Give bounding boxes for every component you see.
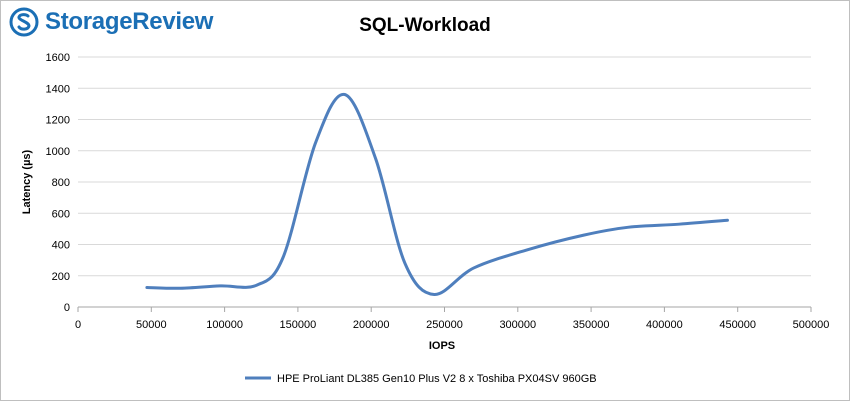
brand-logo: StorageReview xyxy=(9,7,213,37)
brand-name: StorageReview xyxy=(45,8,214,35)
x-tick-labels: 0 50000 100000 150000 200000 250000 300000 3500… xyxy=(75,319,829,331)
y-tick-label: 1600 xyxy=(46,52,70,64)
series-lines xyxy=(145,92,729,296)
chart-title: SQL-Workload xyxy=(359,15,491,36)
x-axis-label: IOPS xyxy=(429,340,455,352)
x-tick-label: 400000 xyxy=(646,319,683,331)
y-tick-label: 1400 xyxy=(46,83,70,95)
x-tick-label: 150000 xyxy=(280,319,317,331)
x-tick-label: 350000 xyxy=(573,319,610,331)
y-tick-label: 800 xyxy=(52,177,70,189)
gridlines xyxy=(78,56,811,277)
x-tick-label: 250000 xyxy=(426,319,463,331)
y-tick-label: 1200 xyxy=(46,115,70,127)
x-tick-label: 50000 xyxy=(136,319,167,331)
y-tick-label: 600 xyxy=(52,208,70,220)
x-tick-label: 0 xyxy=(75,319,81,331)
y-axis-label: Latency (µs) xyxy=(21,149,33,214)
axes xyxy=(77,306,812,312)
x-tick-label: 500000 xyxy=(793,319,830,331)
x-tick-label: 450000 xyxy=(719,319,756,331)
x-tick-label: 200000 xyxy=(353,319,390,331)
y-tick-label: 200 xyxy=(52,271,70,283)
legend: HPE ProLiant DL385 Gen10 Plus V2 8 x Tos… xyxy=(245,373,597,385)
y-tick-labels: 0 200 400 600 800 1000 1200 1400 1600 xyxy=(46,52,70,314)
x-tick-label: 300000 xyxy=(499,319,536,331)
storagereview-logo-icon xyxy=(9,7,39,37)
y-tick-label: 0 xyxy=(64,302,70,314)
series-line xyxy=(145,92,729,296)
legend-label: HPE ProLiant DL385 Gen10 Plus V2 8 x Tos… xyxy=(277,373,597,385)
y-tick-label: 400 xyxy=(52,240,70,252)
y-tick-label: 1000 xyxy=(46,146,70,158)
x-tick-label: 100000 xyxy=(206,319,243,331)
